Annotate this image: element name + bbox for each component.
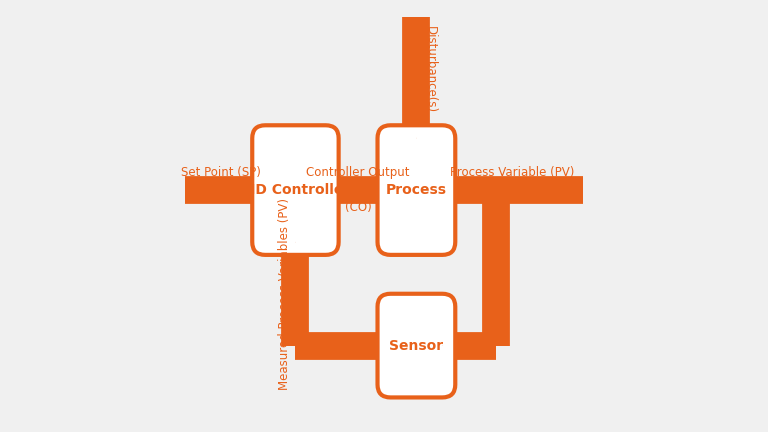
Text: Measured Process Variables (PV): Measured Process Variables (PV) — [278, 198, 291, 390]
Text: Sensor: Sensor — [389, 339, 443, 353]
Text: (CO): (CO) — [345, 201, 372, 214]
Text: Controller Output: Controller Output — [306, 166, 410, 179]
Text: Process Variable (PV): Process Variable (PV) — [450, 166, 574, 179]
FancyBboxPatch shape — [378, 125, 455, 255]
Text: Disturbance(s): Disturbance(s) — [424, 25, 437, 113]
FancyBboxPatch shape — [252, 125, 339, 255]
Text: Process: Process — [386, 183, 447, 197]
FancyBboxPatch shape — [378, 294, 455, 397]
Text: PID Controller: PID Controller — [240, 183, 350, 197]
Text: Set Point (SP): Set Point (SP) — [181, 166, 261, 179]
